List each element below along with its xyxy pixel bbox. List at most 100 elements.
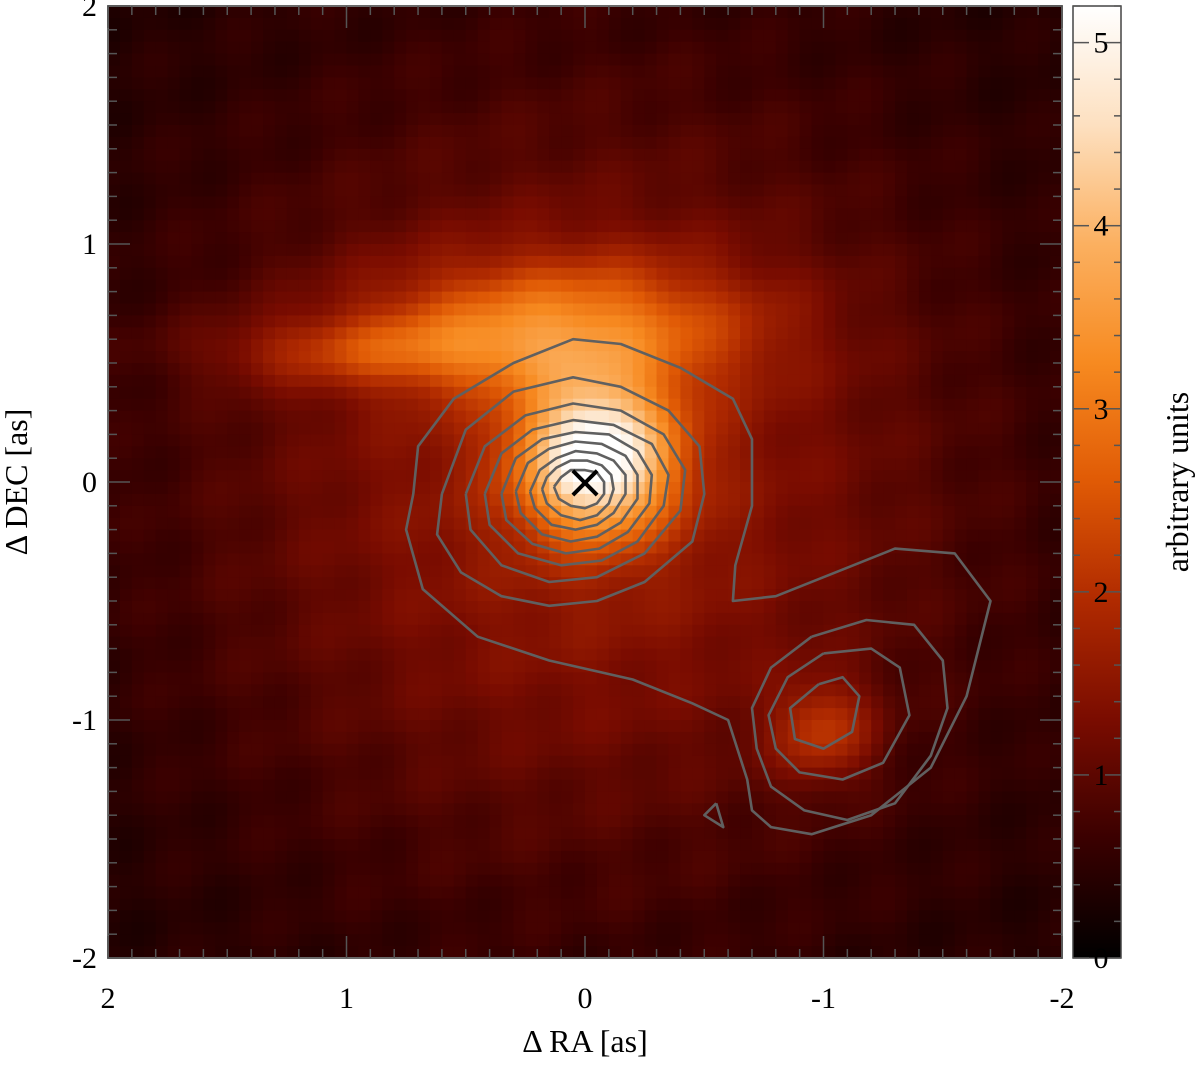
heatmap-cell [787, 172, 801, 186]
heatmap-cell [155, 791, 169, 804]
heatmap-cell [203, 755, 216, 769]
heatmap-cell [322, 267, 336, 281]
heatmap-cell [274, 113, 288, 126]
heatmap-cell [489, 815, 503, 828]
heatmap-cell [835, 244, 848, 257]
heatmap-cell [251, 244, 264, 257]
heatmap-cell [167, 743, 181, 757]
heatmap-cell [274, 315, 288, 328]
heatmap-cell [477, 398, 491, 412]
heatmap-cell [751, 339, 765, 352]
heatmap-cell [525, 89, 538, 102]
heatmap-cell [131, 410, 145, 424]
heatmap-cell [394, 601, 407, 614]
heatmap-cell [787, 743, 801, 757]
heatmap-cell [489, 410, 503, 424]
heatmap-cell [823, 541, 837, 554]
heatmap-cell [632, 244, 646, 257]
heatmap-cell [429, 767, 443, 781]
heatmap-cell [108, 422, 121, 435]
heatmap-cell [585, 755, 598, 769]
heatmap-cell [191, 839, 205, 852]
heatmap-cell [704, 89, 717, 102]
heatmap-cell [227, 850, 240, 864]
heatmap-cell [763, 493, 777, 507]
heatmap-cell [763, 827, 777, 840]
heatmap-cell [108, 446, 121, 459]
heatmap-cell [453, 493, 467, 507]
heatmap-cell [310, 636, 324, 650]
heatmap-cell [799, 862, 813, 876]
heatmap-cell [274, 743, 288, 757]
heatmap-cell [740, 493, 753, 507]
heatmap-cell [429, 339, 443, 352]
heatmap-cell [704, 315, 717, 328]
heatmap-cell [620, 41, 634, 55]
heatmap-cell [406, 827, 419, 840]
heatmap-cell [477, 731, 491, 745]
heatmap-cell [358, 934, 371, 947]
heatmap-cell [513, 267, 526, 281]
heatmap-cell [108, 65, 121, 78]
heatmap-cell [370, 351, 383, 364]
heatmap-cell [322, 291, 336, 305]
heatmap-cell [167, 910, 181, 923]
heatmap-cell [286, 41, 300, 55]
heatmap-cell [382, 351, 395, 364]
heatmap-cell [585, 255, 598, 269]
heatmap-cell [692, 351, 705, 364]
heatmap-cell [263, 291, 276, 305]
heatmap-cell [227, 612, 240, 626]
heatmap-cell [322, 410, 336, 424]
heatmap-cell [370, 517, 383, 531]
heatmap-cell [668, 827, 682, 840]
heatmap-cell [477, 101, 491, 114]
heatmap-cell [847, 172, 860, 186]
heatmap-cell [632, 529, 646, 543]
heatmap-cell [847, 315, 860, 328]
heatmap-cell [549, 184, 562, 197]
heatmap-cell [119, 101, 133, 114]
heatmap-cell [155, 720, 169, 733]
heatmap-cell [668, 196, 682, 209]
heatmap-cell [406, 77, 419, 90]
heatmap-cell [620, 755, 634, 769]
heatmap-cell [668, 589, 682, 602]
heatmap-cell [298, 374, 312, 388]
heatmap-cell [191, 255, 205, 269]
heatmap-cell [596, 874, 610, 888]
heatmap-cell [441, 517, 455, 531]
heatmap-cell [716, 101, 729, 114]
heatmap-cell [847, 339, 860, 352]
heatmap-cell [108, 743, 121, 757]
heatmap-cell [716, 446, 729, 459]
heatmap-cell [525, 232, 538, 245]
heatmap-cell [811, 410, 825, 424]
heatmap-cell [811, 755, 825, 769]
heatmap-cell [155, 612, 169, 626]
heatmap-cell [775, 446, 789, 459]
heatmap-cell [286, 601, 300, 614]
heatmap-cell [298, 386, 312, 400]
heatmap-cell [370, 720, 383, 733]
heatmap-cell [775, 767, 789, 781]
heatmap-cell [501, 113, 515, 126]
heatmap-cell [835, 267, 848, 281]
heatmap-cell [680, 886, 693, 900]
heatmap-cell [143, 363, 157, 376]
heatmap-cell [203, 850, 216, 864]
heatmap-cell [740, 946, 753, 958]
heatmap-cell [155, 458, 169, 471]
heatmap-cell [119, 648, 133, 662]
heatmap-cell [334, 779, 348, 792]
heatmap-cell [668, 208, 682, 221]
heatmap-cell [370, 125, 383, 138]
heatmap-cell [382, 315, 395, 328]
heatmap-cell [692, 291, 705, 305]
heatmap-cell [143, 470, 157, 483]
heatmap-cell [513, 113, 526, 126]
heatmap-cell [728, 196, 741, 209]
heatmap-cell [453, 29, 467, 43]
heatmap-cell [561, 160, 574, 174]
heatmap-cell [656, 101, 670, 114]
